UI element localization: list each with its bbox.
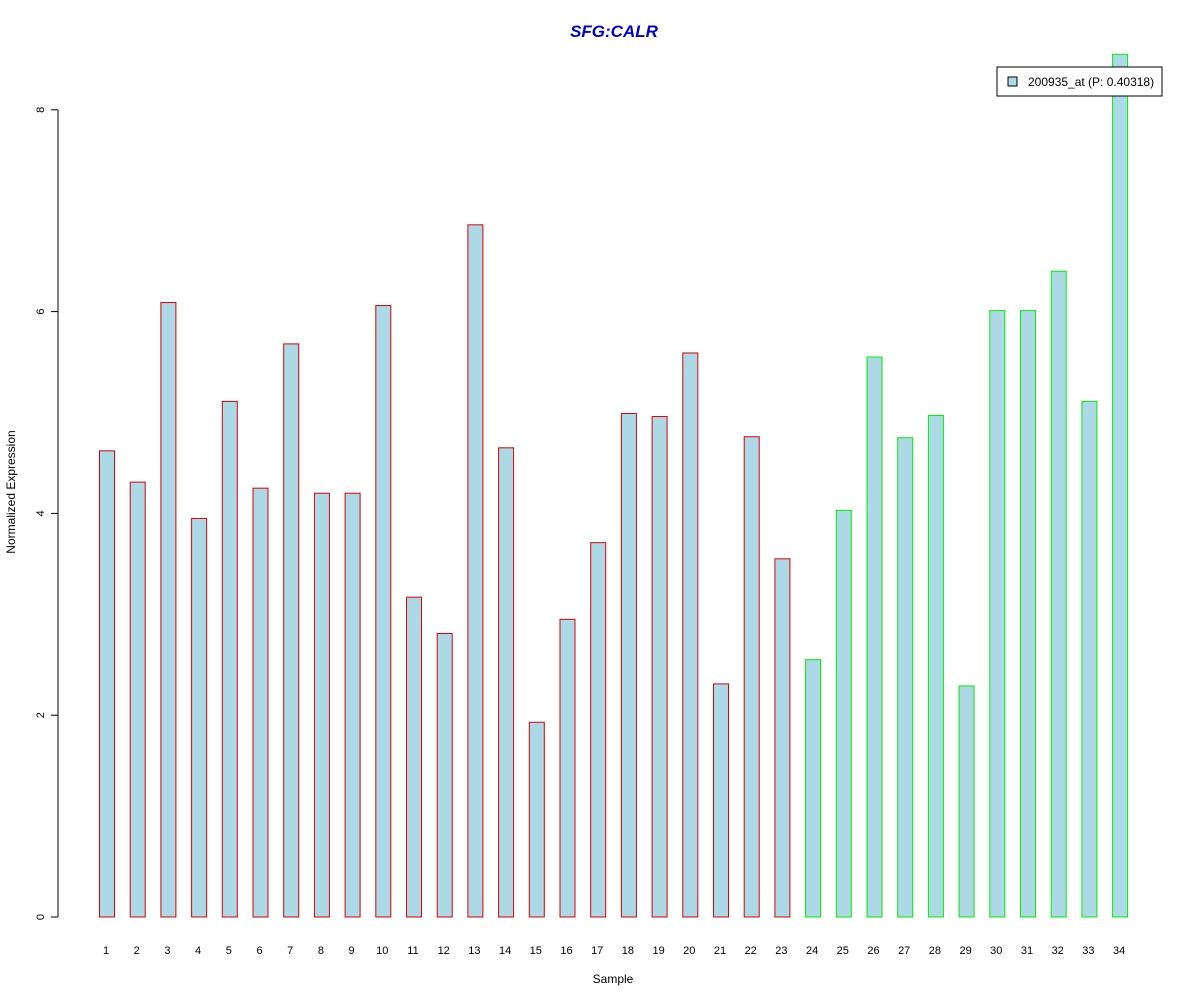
x-tick-label: 6: [256, 945, 262, 957]
x-tick-label: 22: [745, 945, 757, 957]
x-tick-label: 7: [287, 945, 293, 957]
x-tick-label: 34: [1113, 945, 1125, 957]
bar-sample-11: [406, 596, 422, 918]
x-tick-label: 27: [898, 945, 910, 957]
legend-box: [996, 66, 1163, 97]
bar-sample-9: [344, 492, 361, 918]
bar-sample-1: [99, 450, 115, 918]
bar-sample-28: [927, 415, 944, 918]
x-tick-label: 5: [226, 945, 232, 957]
bar-sample-32: [1050, 270, 1067, 918]
x-tick-label: 29: [959, 945, 971, 957]
x-tick-label: 25: [837, 945, 849, 957]
x-tick-label: 9: [349, 945, 355, 957]
y-axis-label: Normalized Expression: [4, 430, 18, 553]
bar-sample-15: [528, 721, 545, 918]
x-tick-label: 33: [1082, 945, 1094, 957]
x-tick-label: 4: [195, 945, 201, 957]
x-tick-label: 17: [591, 945, 603, 957]
x-tick-label: 8: [318, 945, 324, 957]
chart-title: SFG:CALR: [570, 22, 659, 41]
bar-sample-18: [620, 413, 637, 918]
x-tick-label: 13: [468, 945, 480, 957]
bar-sample-10: [375, 305, 392, 918]
bar-sample-4: [191, 517, 208, 918]
x-tick-label: 23: [775, 945, 787, 957]
x-tick-label: 18: [622, 945, 634, 957]
bar-sample-5: [221, 400, 238, 918]
bar-sample-20: [682, 352, 699, 918]
bar-sample-22: [743, 436, 760, 918]
bar-sample-34: [1112, 53, 1129, 918]
bar-sample-31: [1020, 310, 1036, 918]
legend: 200935_at (P: 0.40318): [996, 66, 1163, 97]
bar-sample-7: [283, 343, 300, 918]
bar-sample-6: [252, 487, 269, 918]
y-tick-label: 2: [35, 712, 47, 718]
bar-sample-21: [713, 683, 729, 918]
y-axis: 0 2 4 6 8: [35, 107, 59, 920]
legend-label: 200935_at (P: 0.40318): [1028, 75, 1154, 89]
y-tick-label: 0: [35, 914, 47, 920]
x-tick-label: 15: [530, 945, 542, 957]
bars-group: [99, 53, 1129, 918]
x-tick-label: 20: [683, 945, 695, 957]
bar-sample-8: [313, 492, 330, 918]
x-tick-labels: 1 2 3 4 5 6 7 8 9 10 11 12 13 14 15 16 17 18 19 20 21 22 23 24 2…: [103, 945, 1125, 957]
bar-sample-13: [467, 224, 484, 918]
x-tick-label: 21: [714, 945, 726, 957]
bar-sample-12: [436, 632, 453, 918]
legend-swatch: [1007, 76, 1018, 87]
x-tick-label: 16: [560, 945, 572, 957]
bar-sample-3: [160, 302, 177, 918]
x-tick-label: 32: [1052, 945, 1064, 957]
x-tick-label: 1: [103, 945, 109, 957]
x-tick-label: 24: [806, 945, 818, 957]
x-tick-label: 26: [867, 945, 879, 957]
bar-sample-19: [651, 416, 668, 918]
bar-sample-24: [805, 659, 822, 918]
bar-sample-23: [774, 558, 791, 918]
x-tick-label: 19: [652, 945, 664, 957]
x-tick-label: 2: [134, 945, 140, 957]
x-tick-label: 31: [1021, 945, 1033, 957]
bar-sample-16: [559, 618, 576, 918]
bar-sample-30: [989, 310, 1006, 918]
bar-sample-2: [129, 481, 146, 918]
x-axis-label: Sample: [593, 972, 634, 986]
bar-sample-25: [835, 509, 852, 918]
x-tick-label: 11: [407, 945, 418, 957]
x-tick-label: 14: [499, 945, 511, 957]
bar-sample-14: [498, 447, 515, 918]
bar-sample-26: [866, 356, 883, 918]
y-tick-label: 6: [35, 309, 47, 315]
y-tick-label: 8: [35, 107, 47, 113]
bar-sample-29: [958, 685, 975, 918]
bar-sample-27: [897, 437, 914, 918]
y-tick-label: 4: [35, 510, 47, 516]
x-tick-label: 30: [990, 945, 1002, 957]
x-tick-label: 3: [164, 945, 170, 957]
bar-sample-17: [590, 542, 607, 918]
x-tick-label: 28: [929, 945, 941, 957]
x-tick-label: 10: [376, 945, 388, 957]
x-tick-label: 12: [438, 945, 450, 957]
bar-sample-33: [1081, 400, 1098, 918]
